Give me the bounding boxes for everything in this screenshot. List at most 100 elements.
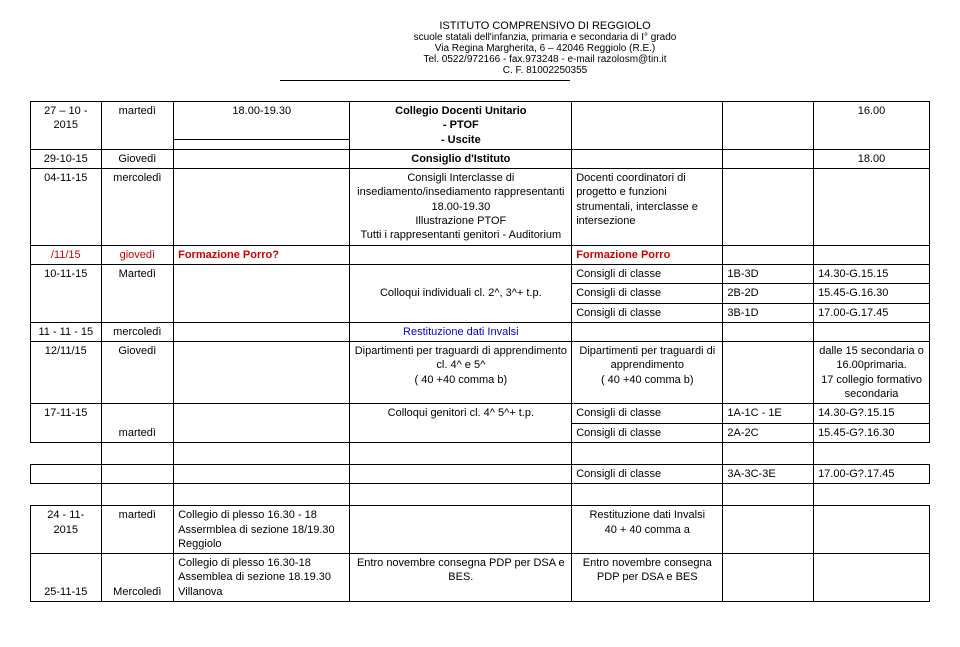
- sep: [814, 484, 930, 506]
- content-cell: Entro novembre consegna PDP per DSA e BE…: [350, 554, 572, 602]
- cell: [723, 245, 814, 264]
- cell: [723, 102, 814, 150]
- text: Consigli Interclasse di insediamento/ins…: [357, 172, 564, 198]
- header-line3: Via Regina Margherita, 6 – 42046 Reggiol…: [160, 43, 930, 54]
- time-cell: 18.00-19.30: [174, 102, 350, 140]
- content-cell: Dipartimenti per traguardi di apprendime…: [572, 342, 723, 404]
- code-cell: 2B-2D: [723, 284, 814, 303]
- class-cell: Consigli di classe: [572, 423, 723, 442]
- time-cell: dalle 15 secondaria o 16.00primaria. 17 …: [814, 342, 930, 404]
- cell: [101, 464, 174, 483]
- date-cell: 25-11-15: [31, 554, 102, 602]
- content-cell: Formazione Porro?: [174, 245, 350, 264]
- cell: [174, 322, 350, 341]
- header-line2: scuole statali dell'infanzia, primaria e…: [160, 32, 930, 43]
- date-cell: 04-11-15: [31, 169, 102, 245]
- sep: [572, 442, 723, 464]
- cell: [174, 264, 350, 322]
- date-cell: 10-11-15: [31, 264, 102, 322]
- cell: [814, 554, 930, 602]
- schedule-table: 27 – 10 - 2015 martedì 18.00-19.30 Colle…: [30, 101, 930, 602]
- cell: [174, 169, 350, 245]
- text: - Uscite: [441, 134, 481, 146]
- sep: [174, 442, 350, 464]
- day-cell: martedì: [101, 506, 174, 554]
- date-cell: 12/11/15: [31, 342, 102, 404]
- sep: [174, 484, 350, 506]
- notes-cell: Docenti coordinatori di progetto e funzi…: [572, 169, 723, 245]
- content-cell: Formazione Porro: [572, 245, 723, 264]
- class-cell: Consigli di classe: [572, 404, 723, 423]
- document-header: ISTITUTO COMPRENSIVO DI REGGIOLO scuole …: [160, 20, 930, 81]
- date-cell: 17-11-15: [31, 404, 102, 443]
- time-cell: 14.30-G.15.15: [814, 264, 930, 283]
- content-cell: Consigli Interclasse di insediamento/ins…: [350, 169, 572, 245]
- cell: [723, 506, 814, 554]
- cell: [572, 102, 723, 150]
- sep: [101, 484, 174, 506]
- sep: [723, 484, 814, 506]
- text: Tutti i rappresentanti genitori - Audito…: [360, 229, 561, 241]
- time-cell: 15.45-G.16.30: [814, 284, 930, 303]
- date-cell: 24 - 11- 2015: [31, 506, 102, 554]
- content-cell: Restituzione dati Invalsi: [350, 322, 572, 341]
- day-cell: Giovedì: [101, 342, 174, 404]
- time-cell: 14.30-G?.15.15: [814, 404, 930, 423]
- cell: [723, 149, 814, 168]
- cell: [723, 169, 814, 245]
- day-cell: mercoledì: [101, 322, 174, 341]
- cell: [723, 554, 814, 602]
- sep: [814, 442, 930, 464]
- cell: [174, 140, 350, 150]
- cell: [31, 464, 102, 483]
- class-cell: Consigli di classe: [572, 303, 723, 322]
- day-cell: martedì: [101, 404, 174, 443]
- code-cell: 3A-3C-3E: [723, 464, 814, 483]
- content-cell: Colloqui individuali cl. 2^, 3^+ t.p.: [350, 264, 572, 322]
- header-divider: [280, 80, 570, 81]
- header-line5: C. F. 81002250355: [160, 65, 930, 76]
- content-cell: Dipartimenti per traguardi di apprendime…: [350, 342, 572, 404]
- class-cell: Consigli di classe: [572, 464, 723, 483]
- code-cell: 2A-2C: [723, 423, 814, 442]
- day-cell: giovedì: [101, 245, 174, 264]
- sep: [350, 442, 572, 464]
- text: 18.00-19.30: [431, 201, 490, 213]
- cell: [572, 322, 723, 341]
- content-cell: Colloqui genitori cl. 4^ 5^+ t.p.: [350, 404, 572, 443]
- cell: [174, 342, 350, 404]
- sep: [572, 484, 723, 506]
- cell: [814, 506, 930, 554]
- day-cell: mercoledì: [101, 169, 174, 245]
- class-cell: Consigli di classe: [572, 264, 723, 283]
- class-cell: Consigli di classe: [572, 284, 723, 303]
- text: Illustrazione PTOF: [415, 215, 506, 227]
- sep: [31, 442, 102, 464]
- sep: [31, 484, 102, 506]
- content-cell: Collegio di plesso 16.30-18 Assemblea di…: [174, 554, 350, 602]
- cell: [174, 149, 350, 168]
- cell: [350, 506, 572, 554]
- cell: [814, 322, 930, 341]
- date-cell: /11/15: [31, 245, 102, 264]
- day-cell: Martedì: [101, 264, 174, 322]
- cell: [572, 149, 723, 168]
- day-cell: martedì: [101, 102, 174, 150]
- day-cell: Mercoledì: [101, 554, 174, 602]
- cell: [723, 342, 814, 404]
- sep: [350, 484, 572, 506]
- time-cell: 17.00-G?.17.45: [814, 464, 930, 483]
- cell: [814, 245, 930, 264]
- sep: [101, 442, 174, 464]
- text: - PTOF: [443, 119, 479, 131]
- date-cell: 29-10-15: [31, 149, 102, 168]
- time-cell: 17.00-G.17.45: [814, 303, 930, 322]
- cell: [350, 245, 572, 264]
- time-cell: 18.00: [814, 149, 930, 168]
- cell: [350, 464, 572, 483]
- code-cell: 1A-1C - 1E: [723, 404, 814, 423]
- content-cell: Restituzione dati Invalsi 40 + 40 comma …: [572, 506, 723, 554]
- sep: [723, 442, 814, 464]
- day-cell: Giovedì: [101, 149, 174, 168]
- time-cell: 15.45-G?.16.30: [814, 423, 930, 442]
